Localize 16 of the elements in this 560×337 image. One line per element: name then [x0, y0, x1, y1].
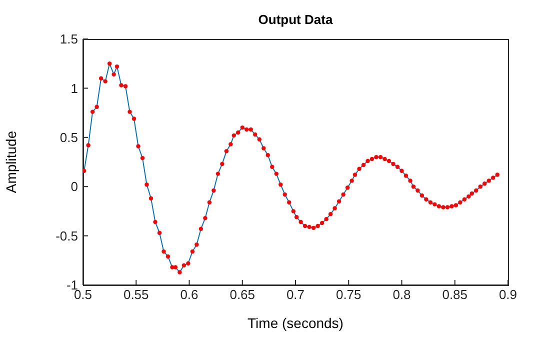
- y-tick-label: 1: [70, 80, 78, 96]
- y-tick-label: 1.5: [60, 32, 78, 47]
- x-tick-label: 0.55: [123, 287, 149, 302]
- y-axis-title: Amplitude: [2, 130, 19, 194]
- x-tick-label: 0.85: [442, 287, 468, 302]
- y-tick-label: 0: [70, 179, 78, 194]
- y-tick-label: 0.5: [60, 130, 78, 146]
- x-tick-label: 0.8: [392, 287, 411, 302]
- x-axis-title: Time (seconds): [248, 315, 344, 331]
- x-tick-label: 0.65: [230, 287, 256, 302]
- x-tick-label: 0.6: [180, 287, 198, 302]
- y-tick-label: -0.5: [56, 228, 78, 244]
- x-tick-label: 0.9: [498, 287, 518, 302]
- x-tick-label: 0.7: [286, 287, 305, 302]
- chart-title: Output Data: [257, 12, 334, 27]
- x-tick-label: 0.75: [336, 287, 362, 302]
